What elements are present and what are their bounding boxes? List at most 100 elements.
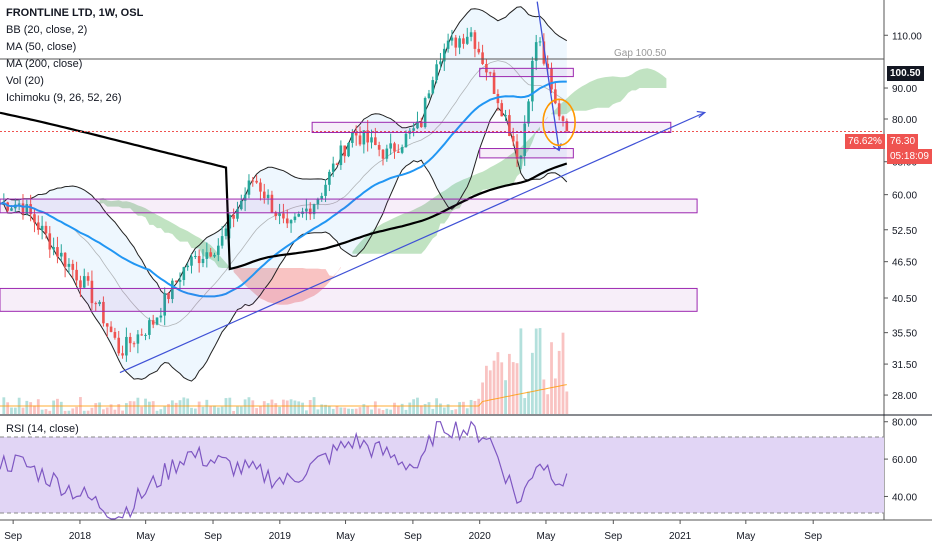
gap-label: Gap 100.50 xyxy=(614,48,667,59)
countdown-tag: 05:18:09 xyxy=(887,149,932,164)
price-panel xyxy=(0,0,884,415)
candle-body xyxy=(209,252,212,257)
bb-upper xyxy=(0,6,568,296)
candle-body xyxy=(358,135,362,145)
legend-bb[interactable]: BB (20, close, 2) xyxy=(6,24,88,36)
volume-bar xyxy=(305,410,308,414)
candle-body xyxy=(458,38,461,48)
volume-bar xyxy=(255,408,259,414)
candle-body xyxy=(259,182,262,192)
volume-bar xyxy=(393,402,396,414)
candle-body xyxy=(144,334,147,336)
candle-body xyxy=(347,142,350,157)
volume-bar xyxy=(507,353,511,414)
volume-bar xyxy=(117,404,121,414)
symbol-title[interactable]: FRONTLINE LTD, 1W, OSL xyxy=(6,7,144,19)
candle-body xyxy=(121,353,124,356)
candle-body xyxy=(469,32,473,37)
volume-bar xyxy=(534,328,538,414)
candle-body xyxy=(37,222,40,230)
volume-bar xyxy=(197,401,201,414)
x-tick-label: Sep xyxy=(404,531,422,542)
candle-body xyxy=(542,41,546,64)
candle-body xyxy=(117,337,121,354)
candle-body xyxy=(255,180,258,183)
x-tick-label: May xyxy=(736,531,755,542)
volume-bar xyxy=(339,407,343,414)
volume-bar xyxy=(251,400,255,414)
volume-bar xyxy=(557,350,561,414)
candle-body xyxy=(377,145,381,150)
volume-bar xyxy=(48,410,52,414)
volume-bar xyxy=(462,401,465,414)
volume-bar xyxy=(220,406,224,414)
candle-body xyxy=(236,209,239,219)
indicator-legend: FRONTLINE LTD, 1W, OSL BB (20, close, 2)… xyxy=(6,5,143,107)
candle-body xyxy=(128,336,132,344)
candle-body xyxy=(511,135,515,142)
candle-body xyxy=(454,37,458,48)
volume-bar xyxy=(538,328,542,414)
candle-body xyxy=(159,315,163,318)
x-tick-label: 2020 xyxy=(469,531,492,542)
volume-bar xyxy=(542,379,546,414)
volume-bar xyxy=(132,401,136,414)
candle-body xyxy=(374,137,377,146)
candle-body xyxy=(320,195,324,200)
volume-bar xyxy=(350,408,354,414)
sr-zone xyxy=(0,287,698,312)
volume-bar xyxy=(423,403,427,414)
volume-bar xyxy=(44,409,48,414)
candle-body xyxy=(339,145,343,166)
volume-bar xyxy=(174,402,178,414)
legend-ma50[interactable]: MA (50, close) xyxy=(6,41,77,53)
candle-body xyxy=(416,121,419,129)
volume-bar xyxy=(262,401,266,414)
candle-body xyxy=(354,132,358,136)
candle-body xyxy=(427,93,431,99)
moving-averages xyxy=(0,80,568,298)
y-tick-label: 46.50 xyxy=(892,258,917,269)
legend-ichimoku[interactable]: Ichimoku (9, 26, 52, 26) xyxy=(6,92,122,104)
volume-bar xyxy=(530,352,534,414)
candle-body xyxy=(274,212,278,217)
x-tick-label: 2021 xyxy=(669,531,692,542)
volume-bar xyxy=(21,407,25,414)
candle-body xyxy=(79,280,82,288)
target-circle xyxy=(542,98,576,147)
volume-bar xyxy=(408,402,412,414)
volume-bar xyxy=(293,400,297,414)
candle-body xyxy=(94,303,98,305)
candle-body xyxy=(247,180,251,195)
volume-bar xyxy=(121,410,124,414)
volume-bar xyxy=(178,400,182,414)
rsi-legend[interactable]: RSI (14, close) xyxy=(6,423,79,435)
volume-bar xyxy=(354,408,358,414)
volume-bar xyxy=(147,401,151,414)
volume-bar xyxy=(297,401,301,414)
candle-body xyxy=(316,199,320,205)
volume-bar xyxy=(370,409,373,414)
y-tick-label: 60.00 xyxy=(892,191,917,202)
candle-body xyxy=(140,334,144,336)
volume-bar xyxy=(52,400,56,414)
y-tick-label: 28.00 xyxy=(892,391,917,402)
candle-body xyxy=(56,247,59,257)
legend-ma200[interactable]: MA (200, close) xyxy=(6,58,83,70)
volume-bar xyxy=(270,399,274,414)
x-tick-label: Sep xyxy=(204,531,222,542)
volume-bar xyxy=(289,399,293,414)
volume-bar xyxy=(373,401,377,414)
candle-body xyxy=(420,121,423,128)
candle-body xyxy=(496,93,500,104)
candle-body xyxy=(174,280,178,282)
volume-bar xyxy=(193,408,197,414)
volume-bar xyxy=(33,405,36,414)
candle-body xyxy=(105,323,109,327)
volume-bar xyxy=(565,391,569,414)
volume-bar xyxy=(327,405,331,414)
legend-vol[interactable]: Vol (20) xyxy=(6,75,44,87)
volume-bar xyxy=(59,401,63,414)
candle-body xyxy=(243,194,247,201)
